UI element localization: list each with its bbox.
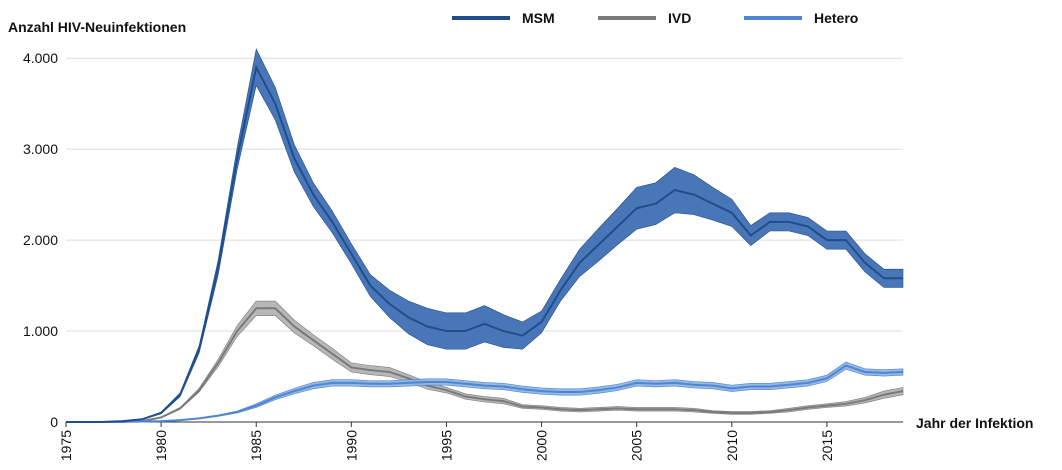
line — [66, 64, 903, 423]
x-tick-label: 2010 — [724, 430, 740, 461]
x-tick-label: 1975 — [58, 430, 74, 461]
legend-item: MSM — [452, 10, 555, 26]
line — [66, 364, 904, 423]
x-tick-label: 2005 — [629, 430, 645, 461]
y-tick-label: 3.000 — [23, 141, 58, 157]
x-tick-label: 1990 — [343, 430, 359, 461]
legend-label: Hetero — [814, 10, 858, 26]
y-tick-label: 1.000 — [23, 323, 58, 339]
legend-item: Hetero — [744, 10, 858, 26]
line — [66, 307, 904, 423]
legend-label: IVD — [668, 10, 691, 26]
y-tick-label: 4.000 — [23, 50, 58, 66]
x-tick-label: 2015 — [819, 430, 835, 461]
y-tick-label: 2.000 — [23, 232, 58, 248]
y-tick-label: 0 — [50, 414, 58, 430]
x-tick-label: 1980 — [153, 430, 169, 461]
x-tick-label: 2000 — [534, 430, 550, 461]
x-axis-label: Jahr der Infektion — [916, 415, 1033, 431]
x-tick-label: 1995 — [438, 430, 454, 461]
legend-label: MSM — [522, 10, 555, 26]
x-tick-label: 1985 — [248, 430, 264, 461]
legend-item: IVD — [598, 10, 691, 26]
y-axis-label: Anzahl HIV-Neuinfektionen — [8, 19, 186, 35]
